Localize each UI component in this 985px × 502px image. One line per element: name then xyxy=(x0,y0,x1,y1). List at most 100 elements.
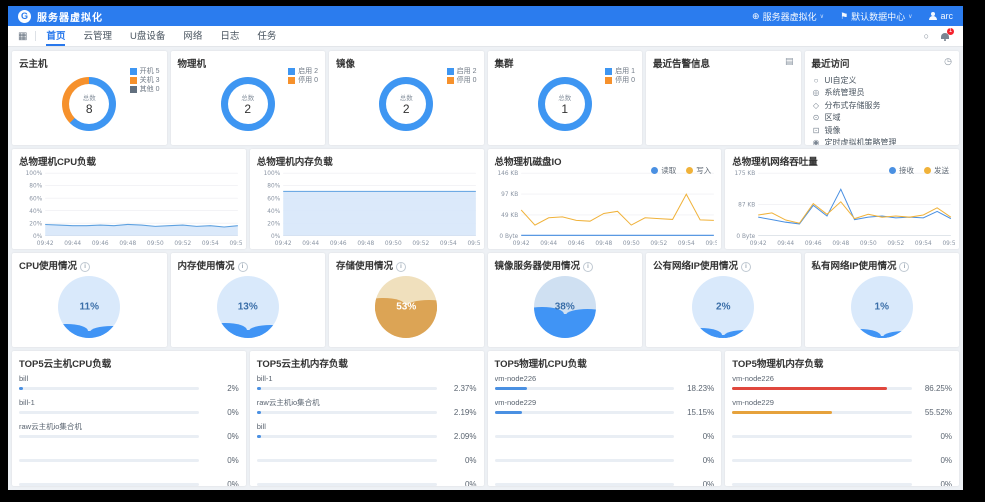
clock-icon[interactable]: ◷ xyxy=(944,56,952,66)
svg-text:80%: 80% xyxy=(267,183,280,190)
card-top5-host-cpu: TOP5物理机CPU负载 vm-node226 18.23% vm-node229 1… xyxy=(487,351,722,486)
svg-text:09:44: 09:44 xyxy=(778,240,795,247)
top-bar: G 服务器虚拟化 ⊕ 服务器虚拟化 ∨ ⚑ 默认数据中心 ∨ arc xyxy=(8,6,963,26)
card-recent-visits: 最近访问 ◷ ○ UI自定义 ◎ 系统管理员 ◇ 分布式存储服务 ⊙ 区域 ⊡ 镜像 ◉ 定时虚拟机策… xyxy=(804,51,959,145)
card-title: 私有网络IP使用情况 xyxy=(811,261,897,272)
donut-chart: 总数 2 xyxy=(220,76,275,131)
top5-item: 0% xyxy=(732,446,952,470)
legend-dot xyxy=(651,167,659,174)
chart-legend-item[interactable]: 读取 xyxy=(651,165,676,176)
liquid-gauge: 38% xyxy=(533,275,596,338)
svg-text:09:46: 09:46 xyxy=(330,240,347,247)
top5-bar-track xyxy=(256,387,437,390)
top5-bar-track xyxy=(494,459,675,462)
list-icon[interactable]: ▤ xyxy=(784,56,794,66)
card-title: 总物理机CPU负载 xyxy=(19,157,97,168)
card-title: 总物理机网络吞吐量 xyxy=(732,157,818,168)
svg-text:60%: 60% xyxy=(267,195,280,202)
info-icon[interactable] xyxy=(237,262,248,272)
legend-item: 关机 3 xyxy=(129,76,160,85)
tab-6[interactable]: 任务 xyxy=(257,31,277,42)
chart-legend-item[interactable]: 写入 xyxy=(686,165,711,176)
product-menu[interactable]: ⊕ 服务器虚拟化 ∨ xyxy=(752,10,824,22)
top5-item-name xyxy=(495,446,715,456)
card-title: 镜像 xyxy=(336,59,356,70)
top5-bar-track xyxy=(19,483,199,486)
svg-text:09:56: 09:56 xyxy=(229,240,241,247)
top5-item-value: 2.37% xyxy=(453,384,477,393)
chart-legend-item[interactable]: 接收 xyxy=(889,165,914,176)
legend-item: 停用 0 xyxy=(446,76,477,85)
recent-visit-list: ○ UI自定义 ◎ 系统管理员 ◇ 分布式存储服务 ⊙ 区域 ⊡ 镜像 ◉ 定时虚拟机策略管理 xyxy=(812,74,953,145)
top5-bar-track xyxy=(19,387,199,390)
top5-item-value: 15.15% xyxy=(687,408,715,417)
card-title: TOP5物理机CPU负载 xyxy=(494,359,587,370)
top5-item-value: 2% xyxy=(227,384,239,393)
svg-text:09:50: 09:50 xyxy=(860,240,877,247)
top5-item-value: 55.52% xyxy=(924,408,952,417)
recent-visit-item[interactable]: ◇ 分布式存储服务 xyxy=(812,100,881,110)
top5-item-value: 0% xyxy=(702,480,715,486)
svg-text:100%: 100% xyxy=(26,170,43,177)
legend-item: 开机 5 xyxy=(129,67,160,76)
fullscreen-icon[interactable]: ○ xyxy=(923,31,929,41)
top5-bar-track xyxy=(19,411,199,414)
top5-bar-fill xyxy=(256,411,261,414)
recent-visit-item[interactable]: ⊡ 镜像 xyxy=(812,125,841,135)
user-menu[interactable]: arc xyxy=(928,11,953,21)
tab-1[interactable]: 首页 xyxy=(46,26,66,46)
card-recent-alarms: 最近告警信息 ▤ xyxy=(646,51,801,145)
tab-5[interactable]: 日志 xyxy=(220,31,240,42)
svg-text:09:48: 09:48 xyxy=(357,240,374,247)
top5-item-name: raw云主机io集合机 xyxy=(19,422,82,431)
info-icon[interactable] xyxy=(396,262,407,272)
bell-icon[interactable]: 1 xyxy=(941,27,954,41)
datacenter-menu[interactable]: ⚑ 默认数据中心 ∨ xyxy=(839,10,913,22)
card-title: 云主机 xyxy=(19,59,48,70)
tab-3[interactable]: U盘设备 xyxy=(129,31,166,42)
recent-visit-item[interactable]: ◎ 系统管理员 xyxy=(812,88,865,98)
top5-item-value: 0% xyxy=(940,480,952,486)
tab-4[interactable]: 网络 xyxy=(183,31,203,42)
donut-legend: 启用 2 停用 0 xyxy=(288,67,318,85)
card-title: TOP5云主机内存负载 xyxy=(256,359,348,370)
top5-item-name xyxy=(257,446,477,456)
top5-bar-track xyxy=(19,459,199,462)
info-icon[interactable] xyxy=(80,262,91,272)
svg-text:09:54: 09:54 xyxy=(440,240,457,247)
top5-list: vm-node226 86.25% vm-node229 55.52% 0% 0% 0% xyxy=(732,374,952,486)
donut-chart: 总数 1 xyxy=(537,76,592,131)
card-title: 内存使用情况 xyxy=(177,261,235,272)
card-title: 存储使用情况 xyxy=(336,261,394,272)
info-icon[interactable] xyxy=(583,262,594,272)
flag-icon: ⚑ xyxy=(839,10,849,21)
info-icon[interactable] xyxy=(740,262,751,272)
apps-grid-icon[interactable]: ▦ xyxy=(18,30,28,42)
svg-text:09:42: 09:42 xyxy=(275,240,292,247)
card-image-server-usage: 镜像服务器使用情况 38% xyxy=(487,253,642,347)
top5-bar-fill xyxy=(494,387,528,390)
recent-visit-item[interactable]: ⊙ 区域 xyxy=(812,113,841,123)
top5-item: raw云主机io集合机 2.19% xyxy=(256,398,477,422)
legend-swatch xyxy=(288,77,296,84)
load-charts-row: 总物理机CPU负载 0% 20% 40% 60% 80% 100% 09:42 09:44 09… xyxy=(12,149,959,249)
card-top5-vm-memory: TOP5云主机内存负载 bill-1 2.37% raw云主机io集合机 2.19% b… xyxy=(249,351,484,486)
usage-percent: 2% xyxy=(716,301,731,313)
tab-2[interactable]: 云管理 xyxy=(83,31,112,42)
circle-icon: ◎ xyxy=(812,88,820,98)
info-icon[interactable] xyxy=(899,262,910,272)
legend-item: 停用 0 xyxy=(605,76,635,85)
top5-item: 0% xyxy=(494,470,715,486)
recent-visit-item[interactable]: ◉ 定时虚拟机策略管理 xyxy=(812,137,953,145)
top5-item: 0% xyxy=(256,470,477,486)
overview-row: 云主机 开机 5 关机 3 其他 0 总数 8 物理机 启用 2 停用 0 总数 2 镜像… xyxy=(12,51,959,145)
top5-bar-track xyxy=(494,435,675,438)
top5-item: raw云主机io集合机 0% xyxy=(19,422,239,446)
svg-text:0 Byte: 0 Byte xyxy=(737,233,756,240)
chart-legend-item[interactable]: 发送 xyxy=(924,165,949,176)
recent-visit-item[interactable]: ○ UI自定义 xyxy=(812,74,953,87)
policy-icon: ◉ xyxy=(812,138,820,145)
legend-swatch xyxy=(446,68,454,75)
donut-legend: 启用 1 停用 0 xyxy=(605,67,635,85)
top5-bar-fill xyxy=(494,411,522,414)
